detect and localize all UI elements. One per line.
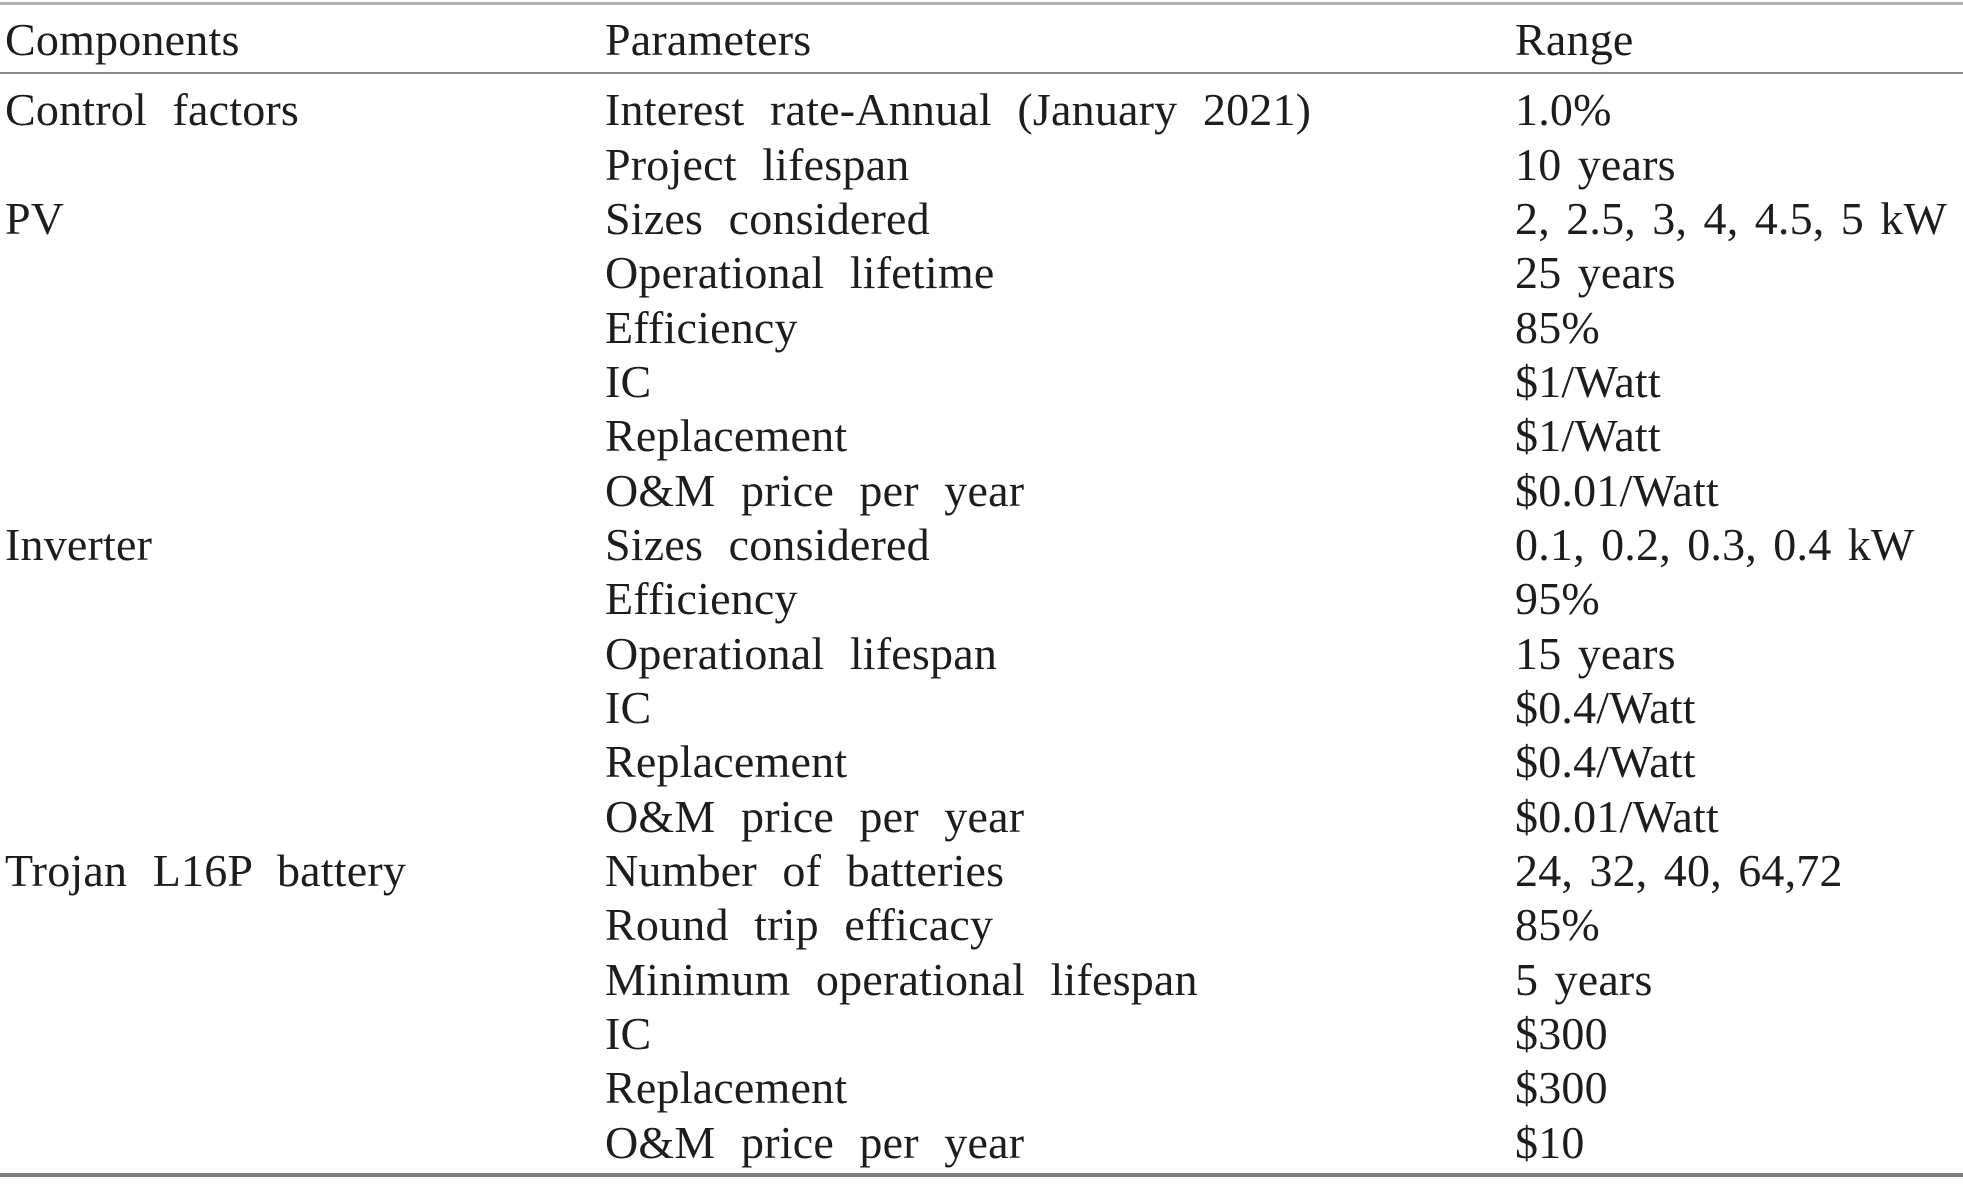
cell-parameter: Replacement [605, 410, 848, 462]
table-row: Round trip efficacy 85% [0, 898, 1963, 952]
cell-parameter: Efficiency [605, 301, 798, 353]
cell-component: Trojan L16P battery [5, 844, 407, 896]
cell-range: 15 years [1515, 627, 1676, 679]
cell-parameter: Sizes considered [605, 192, 930, 244]
cell-parameter: Replacement [605, 736, 848, 788]
header-separator-rule [0, 72, 1963, 74]
cell-range: 1.0% [1515, 84, 1612, 136]
cell-parameter: IC [605, 1008, 652, 1060]
table-row: O&M price per year $10 [0, 1116, 1963, 1170]
cell-component: Inverter [5, 518, 153, 570]
table-row: O&M price per year $0.01/Watt [0, 463, 1963, 517]
table-row: Trojan L16P battery Number of batteries … [0, 844, 1963, 898]
cell-parameter: Interest rate-Annual (January 2021) [605, 84, 1312, 136]
table-row: IC $1/Watt [0, 355, 1963, 409]
cell-range: 25 years [1515, 247, 1676, 299]
table-row: Replacement $0.4/Watt [0, 735, 1963, 789]
cell-parameter: O&M price per year [605, 790, 1025, 842]
table-header-row: Components Parameters Range [0, 13, 1963, 67]
cell-range: $300 [1515, 1008, 1608, 1060]
table-row: Efficiency 95% [0, 572, 1963, 626]
cell-range: $1/Watt [1515, 410, 1661, 462]
cell-range: 5 years [1515, 953, 1653, 1005]
table-row: IC $0.4/Watt [0, 681, 1963, 735]
table-row: Project lifespan 10 years [0, 137, 1963, 191]
cell-range: 0.1, 0.2, 0.3, 0.4 kW [1515, 518, 1915, 570]
cell-parameter: Minimum operational lifespan [605, 953, 1198, 1005]
cell-range: 2, 2.5, 3, 4, 4.5, 5 kW [1515, 192, 1948, 244]
cell-component: Control factors [5, 84, 300, 136]
cell-range: $10 [1515, 1116, 1585, 1168]
table-body: Control factors Interest rate-Annual (Ja… [0, 83, 1963, 1170]
cell-parameter: IC [605, 355, 652, 407]
cell-parameter: Operational lifetime [605, 247, 995, 299]
table-row: Control factors Interest rate-Annual (Ja… [0, 83, 1963, 137]
cell-range: $0.01/Watt [1515, 790, 1719, 842]
cell-parameter: O&M price per year [605, 464, 1025, 516]
cell-range: $0.4/Watt [1515, 681, 1696, 733]
column-header-range: Range [1515, 14, 1634, 65]
table-row: Replacement $1/Watt [0, 409, 1963, 463]
cell-parameter: Project lifespan [605, 138, 910, 190]
cell-range: 85% [1515, 301, 1600, 353]
cell-range: 10 years [1515, 138, 1676, 190]
table-row: O&M price per year $0.01/Watt [0, 789, 1963, 843]
cell-range: 95% [1515, 573, 1600, 625]
cell-parameter: O&M price per year [605, 1116, 1025, 1168]
table-row: Inverter Sizes considered 0.1, 0.2, 0.3,… [0, 518, 1963, 572]
cell-range: 85% [1515, 899, 1600, 951]
table-top-rule [0, 2, 1963, 5]
table-row: Efficiency 85% [0, 300, 1963, 354]
table-bottom-rule [0, 1173, 1963, 1177]
column-header-components: Components [5, 14, 240, 65]
cell-range: $1/Watt [1515, 355, 1661, 407]
cell-range: $0.4/Watt [1515, 736, 1696, 788]
cell-parameter: Number of batteries [605, 844, 1005, 896]
cell-parameter: Efficiency [605, 573, 798, 625]
cell-range: $0.01/Watt [1515, 464, 1719, 516]
table-row: PV Sizes considered 2, 2.5, 3, 4, 4.5, 5… [0, 192, 1963, 246]
cell-parameter: Round trip efficacy [605, 899, 994, 951]
table-row: Operational lifespan 15 years [0, 626, 1963, 680]
cell-range: $300 [1515, 1062, 1608, 1114]
cell-parameter: IC [605, 681, 652, 733]
cell-component: PV [5, 192, 65, 244]
cell-range: 24, 32, 40, 64,72 [1515, 844, 1843, 896]
table-row: IC $300 [0, 1007, 1963, 1061]
cell-parameter: Replacement [605, 1062, 848, 1114]
table-row: Minimum operational lifespan 5 years [0, 953, 1963, 1007]
table-row: Replacement $300 [0, 1061, 1963, 1115]
cell-parameter: Sizes considered [605, 518, 930, 570]
cell-parameter: Operational lifespan [605, 627, 998, 679]
table-row: Operational lifetime 25 years [0, 246, 1963, 300]
column-header-parameters: Parameters [605, 14, 812, 65]
